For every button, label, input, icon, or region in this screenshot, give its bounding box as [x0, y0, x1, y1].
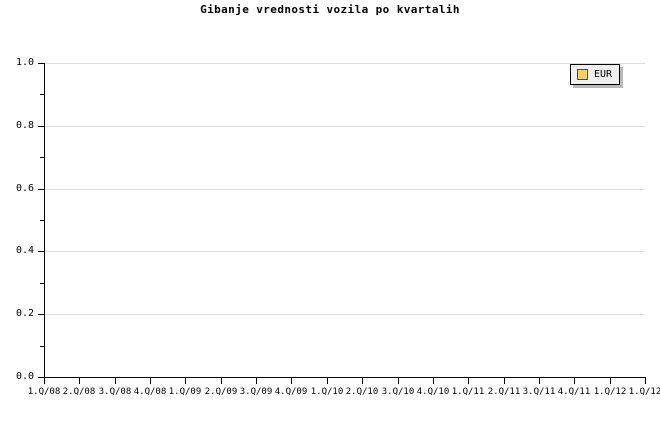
x-axis-label: 4.Q/08	[133, 387, 167, 397]
y-axis-label: 0.2	[15, 308, 34, 320]
x-axis-tick	[221, 378, 222, 384]
x-axis-tick	[539, 378, 540, 384]
x-axis-tick	[574, 378, 575, 384]
x-axis-tick	[79, 378, 80, 384]
y-axis-tick	[38, 314, 44, 316]
x-axis-label: 2.Q/10	[345, 387, 379, 397]
x-axis-tick	[115, 378, 116, 384]
x-axis-label: 1.Q/12	[593, 387, 627, 397]
x-axis-tick	[398, 378, 399, 384]
x-axis-tick	[44, 378, 45, 384]
chart-title: Gibanje vrednosti vozila po kvartalih	[200, 3, 460, 16]
legend-label-eur: EUR	[594, 69, 613, 80]
x-axis-tick	[291, 378, 292, 384]
x-axis-label: 4.Q/10	[416, 387, 450, 397]
x-axis-label: 3.Q/09	[239, 387, 273, 397]
plot-area	[44, 63, 645, 377]
x-axis-label: 1.Q/09	[168, 387, 202, 397]
x-axis-tick	[150, 378, 151, 384]
x-axis-label: 1.Q/10	[310, 387, 344, 397]
y-axis-label: 1.0	[15, 57, 34, 68]
x-axis-tick	[362, 378, 363, 384]
x-axis-tick	[610, 378, 611, 384]
gridline	[44, 188, 645, 190]
x-axis-label: 1.Q/12	[628, 387, 660, 397]
x-axis-tick	[645, 378, 646, 384]
y-axis-minor-tick	[40, 220, 44, 221]
x-axis-label: 2.Q/09	[204, 387, 238, 397]
y-axis-line	[44, 63, 45, 378]
y-axis-label: 0.8	[15, 119, 34, 131]
x-axis-label: 3.Q/08	[98, 387, 132, 397]
y-axis-label: 0.6	[15, 182, 34, 194]
x-axis-label: 3.Q/10	[381, 387, 415, 397]
y-axis-tick	[38, 188, 44, 190]
legend[interactable]: EUR	[570, 64, 621, 85]
x-axis-tick	[327, 378, 328, 384]
y-axis-minor-tick	[40, 94, 44, 96]
x-axis-tick	[185, 378, 186, 384]
y-axis-label: 0.4	[15, 245, 34, 257]
x-axis-tick	[468, 378, 469, 384]
gridline	[44, 251, 645, 253]
y-axis-label: 0.0	[15, 371, 34, 382]
gridline	[44, 63, 645, 64]
x-axis-label: 4.Q/11	[557, 387, 591, 397]
x-axis-tick	[504, 378, 505, 384]
x-axis-tick	[256, 378, 257, 384]
y-axis-tick	[38, 125, 44, 127]
y-axis-tick	[38, 63, 44, 64]
x-axis-label: 4.Q/09	[274, 387, 308, 397]
x-axis-label: 1.Q/11	[451, 387, 485, 397]
gridline	[44, 314, 645, 316]
x-axis-label: 1.Q/08	[27, 387, 61, 397]
x-axis-line	[44, 377, 646, 378]
y-axis-minor-tick	[40, 345, 44, 347]
y-axis-tick	[38, 251, 44, 253]
y-axis-tick	[38, 377, 44, 378]
x-axis-label: 3.Q/11	[522, 387, 556, 397]
plot-background	[44, 63, 645, 377]
x-axis-tick	[433, 378, 434, 384]
legend-swatch-eur	[577, 69, 588, 80]
y-axis-minor-tick	[40, 282, 44, 284]
x-axis-label: 2.Q/08	[62, 387, 96, 397]
gridline	[44, 125, 645, 127]
x-axis-label: 2.Q/11	[487, 387, 521, 397]
y-axis-minor-tick	[40, 157, 44, 159]
